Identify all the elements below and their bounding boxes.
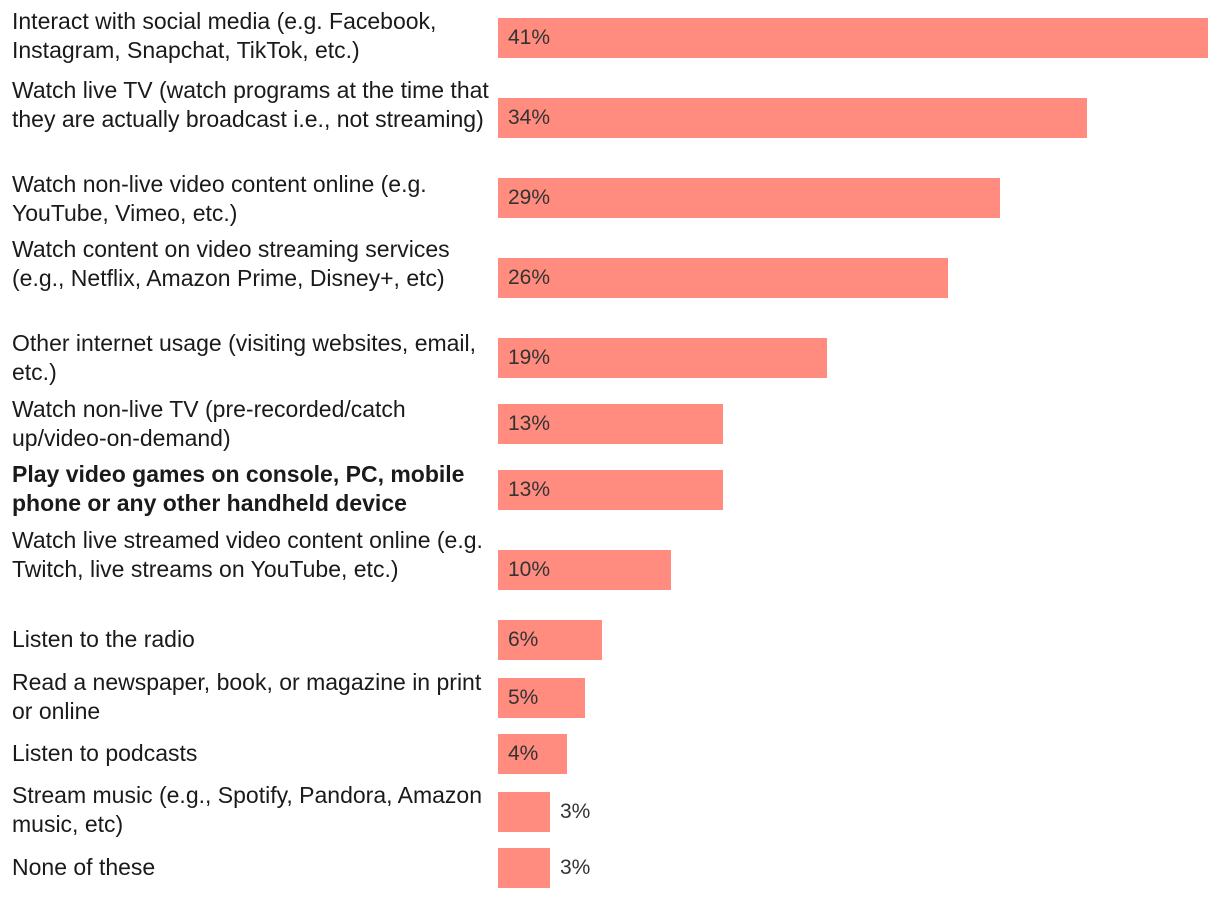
category-label: Watch non-live TV (pre-recorded/catch up… [12,396,406,451]
category-label: Watch non-live video content online (e.g… [12,171,427,226]
data-label: 3% [560,856,591,879]
data-label: 13% [508,412,551,435]
data-label: 26% [508,266,551,289]
bar [498,18,1208,58]
data-label: 13% [508,478,551,501]
bar [498,734,567,774]
bar [498,620,602,660]
data-label: 19% [508,346,551,369]
bar [498,550,671,590]
data-label: 29% [508,186,551,209]
category-label: Read a newspaper, book, or magazine in p… [12,669,482,724]
category-label: Watch content on video streaming service… [12,236,450,291]
data-label: 10% [508,558,551,581]
data-label: 41% [508,26,551,49]
category-label: Watch live TV (watch programs at the tim… [12,77,489,132]
bar [498,470,723,510]
bar [498,258,948,298]
bar [498,678,585,718]
data-label: 4% [508,742,539,765]
bar [498,178,1000,218]
category-label: Play video games on console, PC, mobile … [12,461,465,516]
bar [498,848,550,888]
category-label: Listen to the radio [12,626,195,652]
bar [498,792,550,832]
category-label: Interact with social media (e.g. Faceboo… [12,8,437,63]
category-label: None of these [12,854,156,880]
category-label: Other internet usage (visiting websites,… [12,330,477,385]
data-label: 3% [560,800,591,823]
category-label: Stream music (e.g., Spotify, Pandora, Am… [12,782,483,837]
bar [498,338,827,378]
bar [498,404,723,444]
data-label: 6% [508,628,539,651]
category-label: Watch live streamed video content online… [12,527,483,582]
data-label: 34% [508,106,551,129]
bar [498,98,1087,138]
category-label: Listen to podcasts [12,740,198,766]
data-label: 5% [508,686,539,709]
